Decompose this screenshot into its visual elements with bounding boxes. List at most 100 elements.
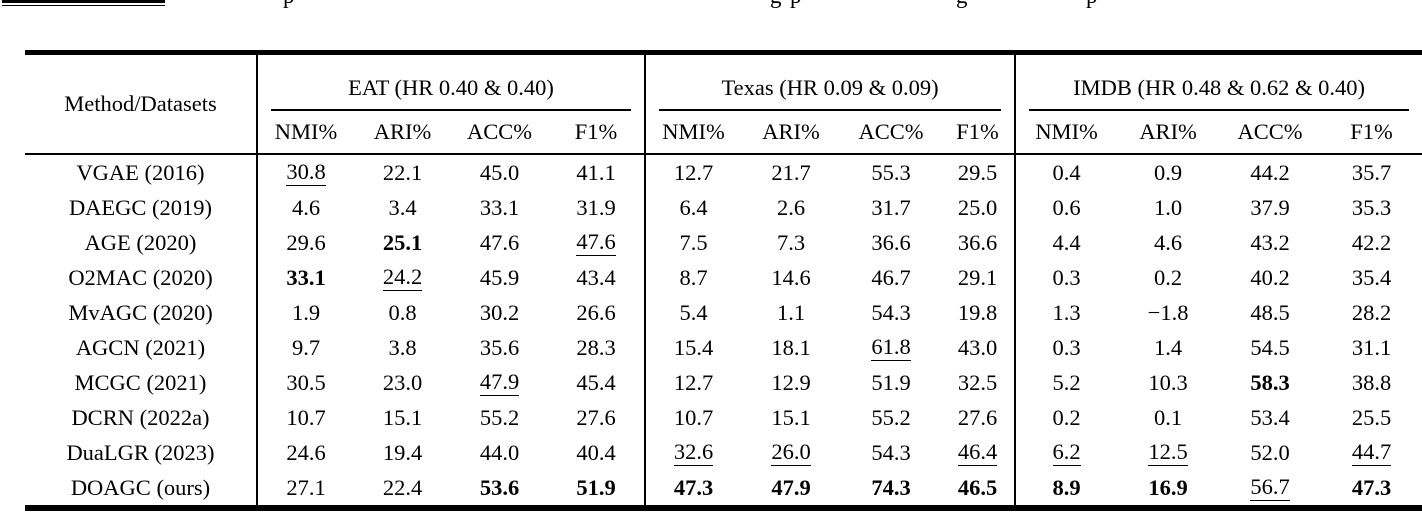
metric-value: 32.5 [957,369,998,395]
best-value: 46.5 [957,474,998,500]
group-header-texas: Texas (HR 0.09 & 0.09) [644,52,1016,111]
metric-value: 7.3 [776,229,806,255]
method-cell: AGE (2020) [84,229,197,255]
method-cell: AGCN (2021) [75,334,206,360]
metric-value: 15.1 [382,404,423,430]
metric-value: 31.9 [576,194,616,220]
value-cell: 0.6 [1014,190,1118,225]
value-cell: 10.7 [644,400,742,435]
value-cell: 3.4 [354,190,451,225]
value-cell: 74.3 [841,470,941,508]
metric-header-texas-acc: ACC% [841,111,942,155]
value-cell: 0.2 [1117,260,1219,295]
value-cell: 5.4 [644,295,742,330]
metric-value: 25.0 [957,194,998,220]
value-cell: 9.7 [256,330,354,365]
metric-header-row: NMI% ARI% ACC% F1% NMI% ARI% ACC% F1% NMI% ARI% AC… [25,111,1422,155]
value-cell: 10.7 [256,400,354,435]
value-cell: 6.4 [644,190,742,225]
value-cell: 19.8 [941,295,1015,330]
value-cell: 28.2 [1321,295,1422,330]
metric-value: 4.6 [1154,229,1183,255]
metric-value: 52.0 [1250,439,1290,465]
second-best-value: 47.9 [479,369,520,396]
value-cell: 6.2 [1014,435,1118,470]
metric-header-imdb-ari: ARI% [1117,111,1220,155]
metric-value: 36.6 [871,229,911,255]
metric-value: 0.2 [1052,404,1081,430]
best-value: 53.6 [479,474,520,500]
metric-value: 29.1 [957,264,998,290]
value-cell: 1.1 [741,295,841,330]
second-best-value: 26.0 [771,439,811,466]
metric-value: 27.6 [576,404,616,430]
value-cell: 51.9 [548,470,645,508]
metric-value: 15.1 [771,404,811,430]
value-cell: 44.7 [1321,435,1422,470]
metric-value: 1.4 [1154,334,1183,360]
value-cell: 7.3 [741,225,841,260]
value-cell: 0.4 [1014,154,1118,190]
value-cell: 15.1 [354,400,451,435]
value-cell: 55.2 [841,400,941,435]
table-row: DOAGC (ours) 27.1 22.4 53.6 51.9 47.3 47.9 74.3… [25,470,1422,508]
value-cell: 56.7 [1219,470,1321,508]
metric-value: 1.3 [1052,299,1081,325]
metric-value: 45.4 [576,369,616,395]
value-cell: 54.3 [841,295,941,330]
metric-value: 40.4 [576,439,616,465]
metric-value: 8.7 [679,264,708,290]
value-cell: 12.7 [644,365,742,400]
value-cell: 44.0 [451,435,548,470]
metric-header-eat-f1: F1% [548,111,646,155]
metric-value: 5.4 [679,299,708,325]
metric-value: 54.3 [871,299,911,325]
value-cell: 54.5 [1219,330,1321,365]
metric-value: 27.1 [286,474,326,500]
value-cell: 0.3 [1014,260,1118,295]
table-row: MvAGC (2020) 1.9 0.8 30.2 26.6 5.4 1.1 54.3 19.8… [25,295,1422,330]
value-cell: 3.8 [354,330,451,365]
value-cell: 30.8 [256,154,354,190]
value-cell: 27.6 [548,400,645,435]
caption-glyph-fragment: p [283,0,295,7]
group-header-imdb: IMDB (HR 0.48 & 0.62 & 0.40) [1014,52,1422,111]
metric-value: 36.6 [957,229,998,255]
value-cell: 4.4 [1014,225,1118,260]
value-cell: 33.1 [451,190,548,225]
results-table: Method/Datasets EAT (HR 0.40 & 0.40) Texa… [25,50,1422,511]
metric-value: 55.3 [871,159,911,185]
metric-value: 10.7 [286,404,326,430]
metric-value: 1.1 [776,299,806,325]
metric-value: 6.4 [679,194,708,220]
table-row: VGAE (2016) 30.8 22.1 45.0 41.1 12.7 21.7 55.3 2… [25,154,1422,190]
value-cell: 31.7 [841,190,941,225]
metric-value: 0.1 [1154,404,1183,430]
value-cell: 27.6 [941,400,1015,435]
value-cell: 12.7 [644,154,742,190]
metric-value: 35.3 [1351,194,1392,220]
metric-header-imdb-f1: F1% [1321,111,1422,155]
value-cell: 46.7 [841,260,941,295]
second-best-value: 44.7 [1351,439,1392,466]
metric-value: 0.2 [1154,264,1183,290]
value-cell: −1.8 [1117,295,1219,330]
dataset-group-row: Method/Datasets EAT (HR 0.40 & 0.40) Texa… [25,52,1422,155]
cropped-caption-remnant: pgpgp [0,0,1422,10]
best-value: 58.3 [1250,369,1290,395]
value-cell: 36.6 [841,225,941,260]
second-best-value: 30.8 [286,159,326,186]
metric-value: 7.5 [679,229,708,255]
metric-value: 0.6 [1052,194,1081,220]
value-cell: 12.9 [741,365,841,400]
group-header-label: Texas (HR 0.09 & 0.09) [659,69,1002,111]
table-body: VGAE (2016) 30.8 22.1 45.0 41.1 12.7 21.7 55.3 2… [25,154,1422,508]
value-cell: 46.4 [941,435,1015,470]
metric-value: 5.2 [1052,369,1081,395]
metric-value: 53.4 [1250,404,1290,430]
metric-value: 54.5 [1250,334,1290,360]
metric-value: 35.6 [479,334,520,360]
value-cell: 35.7 [1321,154,1422,190]
metric-value: 46.7 [871,264,911,290]
